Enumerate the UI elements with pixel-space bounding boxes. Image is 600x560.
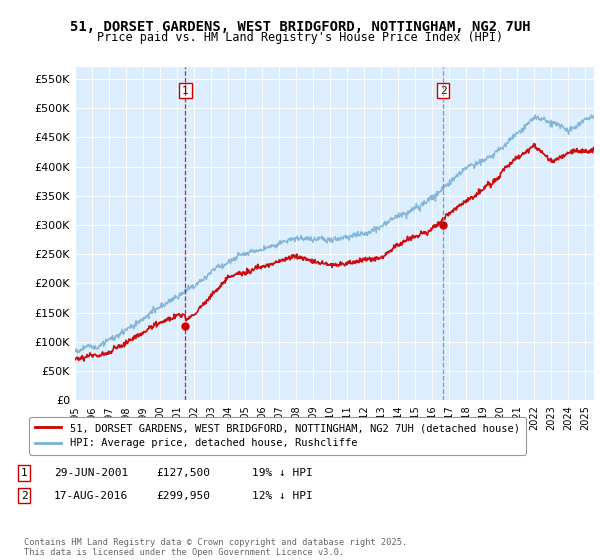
Text: 2: 2 — [20, 491, 28, 501]
Text: 29-JUN-2001: 29-JUN-2001 — [54, 468, 128, 478]
Text: Contains HM Land Registry data © Crown copyright and database right 2025.
This d: Contains HM Land Registry data © Crown c… — [24, 538, 407, 557]
Text: 51, DORSET GARDENS, WEST BRIDGFORD, NOTTINGHAM, NG2 7UH: 51, DORSET GARDENS, WEST BRIDGFORD, NOTT… — [70, 20, 530, 34]
Text: 17-AUG-2016: 17-AUG-2016 — [54, 491, 128, 501]
Text: £299,950: £299,950 — [156, 491, 210, 501]
Text: 1: 1 — [20, 468, 28, 478]
Text: Price paid vs. HM Land Registry's House Price Index (HPI): Price paid vs. HM Land Registry's House … — [97, 31, 503, 44]
Text: 2: 2 — [440, 86, 446, 96]
Text: 1: 1 — [182, 86, 189, 96]
Text: £127,500: £127,500 — [156, 468, 210, 478]
Text: 19% ↓ HPI: 19% ↓ HPI — [252, 468, 313, 478]
Text: 12% ↓ HPI: 12% ↓ HPI — [252, 491, 313, 501]
Legend: 51, DORSET GARDENS, WEST BRIDGFORD, NOTTINGHAM, NG2 7UH (detached house), HPI: A: 51, DORSET GARDENS, WEST BRIDGFORD, NOTT… — [29, 417, 526, 455]
